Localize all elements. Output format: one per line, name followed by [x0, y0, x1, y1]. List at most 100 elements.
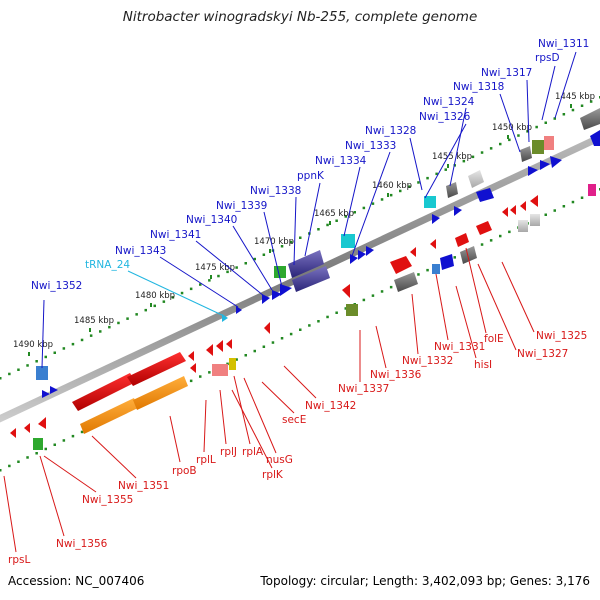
leader-line-nwi-1343 — [159, 256, 239, 308]
map-title: Nitrobacter winogradskyi Nb-255, complet… — [122, 9, 478, 25]
ruler-dot-upper — [162, 300, 166, 303]
ruler-dot-upper — [399, 189, 402, 193]
gene-glyph-rev-d — [188, 351, 194, 361]
ruler-dot-upper — [562, 113, 566, 116]
gene-glyph-fwd-h — [468, 170, 484, 188]
leader-line-nwi-1317 — [526, 79, 530, 143]
ruler-dot-upper — [8, 372, 11, 376]
gene-label-rpla: rplA — [242, 446, 264, 458]
gene-glyph-rpoB — [127, 352, 186, 386]
gene-label-nwi-1317: Nwi_1317 — [481, 67, 532, 79]
gene-glyph-1338 — [274, 266, 286, 278]
ruler-dot-upper — [408, 185, 411, 188]
gene-glyph-fwd-g — [454, 206, 462, 216]
ruler-dot-upper — [108, 325, 111, 329]
ruler-dot-upper — [280, 245, 284, 248]
ruler-label-1455: 1455 kbp — [432, 152, 472, 162]
gene-glyph-rev-p — [530, 214, 540, 226]
gene-glyphs — [10, 108, 600, 450]
leader-line-nwi-1339 — [263, 211, 283, 288]
ruler-dot-upper — [426, 176, 429, 180]
ruler-dot-lower — [326, 315, 329, 319]
gene-label-ppnk: ppnK — [297, 170, 325, 182]
gene-label-rplj: rplJ — [220, 446, 237, 458]
ruler-dot-upper — [199, 283, 202, 286]
leader-line-nusg — [243, 377, 277, 454]
ruler-dot-lower — [308, 324, 311, 327]
ruler-dot-upper — [317, 228, 320, 231]
ruler-dot-lower — [35, 452, 38, 455]
ruler-dot-upper — [344, 215, 347, 218]
gene-glyph-1318 — [520, 146, 532, 162]
leader-line-nwi-1325 — [501, 261, 535, 333]
ruler-dot-upper — [535, 125, 538, 129]
gene-glyph-fwd-l — [540, 160, 550, 170]
leader-line-rpla — [233, 375, 251, 445]
gene-glyph-rev-f — [216, 340, 223, 352]
leader-line-nwi-1333 — [351, 151, 391, 257]
gene-label-nwi-1336: Nwi_1336 — [370, 369, 422, 381]
ruler-dot-upper — [153, 304, 156, 308]
ruler-dot-upper — [235, 266, 238, 269]
ruler-label-1490: 1490 kbp — [13, 340, 53, 350]
gene-glyph-fwd-f — [432, 214, 440, 224]
ruler-dot-lower — [499, 234, 502, 238]
leader-line-nwi-1356 — [39, 455, 65, 537]
gene-label-nwi-1351: Nwi_1351 — [118, 480, 169, 492]
ruler-dot-upper — [471, 155, 475, 159]
ruler-dot-upper — [371, 202, 375, 205]
ruler-dot-lower — [489, 239, 493, 242]
ruler-dot-upper — [589, 100, 593, 103]
ruler-dot-upper — [217, 274, 220, 278]
gene-glyph-rev-k — [476, 221, 492, 235]
leader-line-nwi-1311 — [554, 51, 577, 119]
ruler-dot-upper — [99, 330, 102, 333]
ruler-dot-lower — [371, 294, 375, 297]
gene-label-nwi-1342: Nwi_1342 — [305, 400, 356, 412]
gene-label-nusg: nusG — [266, 454, 293, 466]
ruler-dot-upper — [89, 334, 93, 337]
gene-label-rplk: rplK — [262, 469, 284, 481]
ruler-dot-upper — [26, 364, 29, 367]
leader-line-rpob — [169, 415, 181, 463]
ruler-dot-upper — [353, 211, 356, 214]
gene-glyph-1311 — [580, 108, 600, 130]
gene-glyph-hisI — [440, 254, 454, 270]
ruler-dot-lower — [280, 337, 284, 340]
ruler-dot-lower — [8, 464, 11, 468]
gene-glyph-rev-g — [226, 339, 232, 349]
ruler-label-1445: 1445 kbp — [555, 92, 595, 102]
leader-line-nwi-1351 — [91, 435, 137, 479]
gene-glyph-fwd-m — [550, 156, 562, 168]
gene-label-nwi-1331: Nwi_1331 — [434, 341, 485, 353]
ruler-dot-upper — [508, 138, 511, 142]
gene-label-sece: secE — [282, 414, 306, 426]
gene-glyph-1340 — [272, 290, 282, 300]
ruler-dot-lower — [235, 358, 238, 361]
gene-glyph-1325 — [502, 207, 508, 217]
ruler-dot-lower — [453, 256, 456, 259]
ruler-dot-lower — [80, 430, 84, 434]
leader-line-nwi-1326 — [424, 123, 467, 199]
leader-line-nwi-1328 — [409, 137, 423, 191]
ruler-dot-upper — [171, 296, 175, 299]
ruler-dot-upper — [80, 338, 84, 342]
ruler-dot-lower — [480, 243, 484, 246]
leader-line-nwi-1318 — [499, 93, 521, 153]
ruler-dot-lower — [380, 290, 384, 293]
leader-line-nwi-1342 — [283, 365, 317, 399]
gene-glyph-rev-h — [190, 363, 196, 373]
ruler-dot-lower — [553, 209, 556, 212]
ruler-dot-upper — [17, 368, 20, 371]
gene-glyph-fwd-b — [50, 386, 58, 394]
ruler-dot-upper — [35, 360, 38, 363]
gene-label-nwi-1318: Nwi_1318 — [453, 81, 504, 93]
gene-label-nwi-1338: Nwi_1338 — [250, 185, 301, 197]
gene-label-rpll: rplL — [196, 454, 216, 466]
gene-label-nwi-1327: Nwi_1327 — [517, 348, 568, 360]
gene-glyph-1334 — [341, 234, 355, 248]
gene-label-nwi-1325: Nwi_1325 — [536, 330, 587, 342]
ruler-label-1475: 1475 kbp — [195, 263, 235, 273]
